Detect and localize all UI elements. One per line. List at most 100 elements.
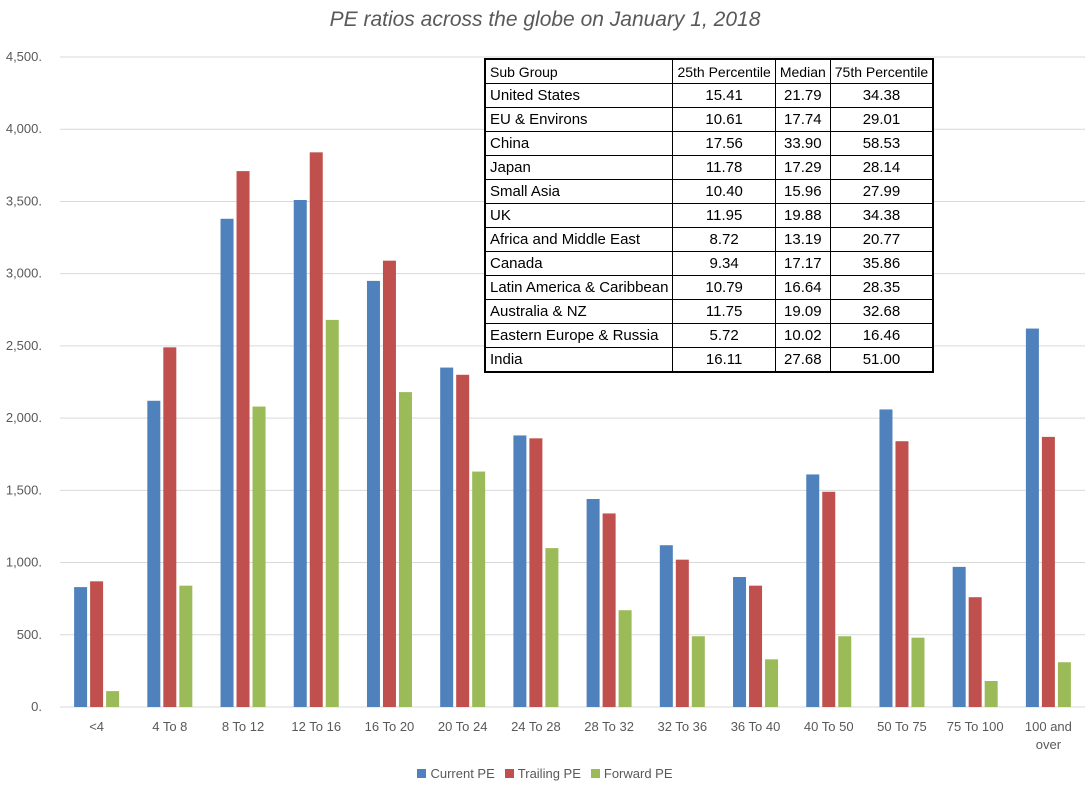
table-cell-value: 34.38 bbox=[829, 83, 934, 108]
bar bbox=[911, 637, 925, 707]
table-cell-value: 16.64 bbox=[774, 275, 831, 300]
table-cell-subgroup: Latin America & Caribbean bbox=[484, 275, 674, 300]
table-cell-value: 28.35 bbox=[829, 275, 934, 300]
table-row: EU & Environs 10.61 17.74 29.01 bbox=[484, 107, 934, 132]
table-row: United States 15.41 21.79 34.38 bbox=[484, 83, 934, 108]
bar bbox=[659, 545, 673, 707]
bar bbox=[733, 577, 747, 707]
bar bbox=[220, 218, 234, 707]
bar bbox=[472, 471, 486, 707]
y-tick-label: 3,000. bbox=[6, 266, 42, 281]
table-row: Eastern Europe & Russia 5.72 10.02 16.46 bbox=[484, 323, 934, 348]
x-tick-label: <4 bbox=[89, 719, 104, 734]
table-cell-value: 10.02 bbox=[774, 323, 831, 348]
bar bbox=[618, 610, 632, 707]
table-header-75th: 75th Percentile bbox=[829, 58, 934, 84]
table-cell-value: 5.72 bbox=[672, 323, 776, 348]
table-cell-subgroup: India bbox=[484, 347, 674, 373]
y-tick-label: 1,500. bbox=[6, 482, 42, 497]
table-cell-value: 10.40 bbox=[672, 179, 776, 204]
legend-label: Forward PE bbox=[603, 766, 673, 781]
table-cell-value: 34.38 bbox=[829, 203, 934, 228]
legend-item: Trailing PE bbox=[504, 766, 581, 781]
table-cell-value: 15.96 bbox=[774, 179, 831, 204]
x-axis-ticks: <4 4 To 8 8 To 12 12 To 16 16 To 20 20 To 24 2… bbox=[89, 719, 1072, 752]
table-cell-value: 19.09 bbox=[774, 299, 831, 324]
table-header-25th: 25th Percentile bbox=[672, 58, 776, 84]
table-cell-value: 33.90 bbox=[774, 131, 831, 156]
x-tick-label: 75 To 100 bbox=[947, 719, 1004, 734]
table-cell-subgroup: Japan bbox=[484, 155, 674, 180]
table-cell-value: 13.19 bbox=[774, 227, 831, 252]
chart-title: PE ratios across the globe on January 1,… bbox=[329, 8, 761, 31]
x-tick-label: 20 To 24 bbox=[438, 719, 488, 734]
bar bbox=[968, 597, 982, 707]
bar bbox=[293, 200, 307, 707]
y-tick-label: 2,500. bbox=[6, 338, 42, 353]
x-tick-label: 12 To 16 bbox=[291, 719, 341, 734]
bar bbox=[382, 260, 396, 707]
legend-item: Current PE bbox=[417, 766, 495, 781]
y-tick-label: 2,000. bbox=[6, 410, 42, 425]
table-cell-value: 27.99 bbox=[829, 179, 934, 204]
bar bbox=[838, 636, 852, 707]
table-row: Canada 9.34 17.17 35.86 bbox=[484, 251, 934, 276]
x-tick-label: 28 To 32 bbox=[584, 719, 634, 734]
table-row: Africa and Middle East 8.72 13.19 20.77 bbox=[484, 227, 934, 252]
y-tick-label: 500. bbox=[17, 627, 42, 642]
bar bbox=[106, 691, 120, 707]
table-header-row: Sub Group 25th Percentile Median 75th Pe… bbox=[484, 58, 934, 84]
bar bbox=[1025, 328, 1039, 707]
table-cell-value: 10.79 bbox=[672, 275, 776, 300]
x-tick-label: 24 To 28 bbox=[511, 719, 561, 734]
table-cell-subgroup: Canada bbox=[484, 251, 674, 276]
bar bbox=[147, 400, 161, 707]
table-cell-value: 10.61 bbox=[672, 107, 776, 132]
y-tick-label: 4,500. bbox=[6, 49, 42, 64]
table-cell-subgroup: Small Asia bbox=[484, 179, 674, 204]
table-cell-subgroup: United States bbox=[484, 83, 674, 108]
table-cell-subgroup: Africa and Middle East bbox=[484, 227, 674, 252]
table-cell-value: 21.79 bbox=[774, 83, 831, 108]
legend-item: Forward PE bbox=[590, 766, 673, 781]
table-cell-value: 11.95 bbox=[672, 203, 776, 228]
table-row: Australia & NZ 11.75 19.09 32.68 bbox=[484, 299, 934, 324]
table-header-subgroup: Sub Group bbox=[484, 58, 674, 84]
x-tick-label: 4 To 8 bbox=[152, 719, 187, 734]
table-cell-value: 20.77 bbox=[829, 227, 934, 252]
table-cell-subgroup: China bbox=[484, 131, 674, 156]
bar bbox=[895, 441, 909, 707]
y-tick-label: 4,000. bbox=[6, 121, 42, 136]
x-tick-label: 8 To 12 bbox=[222, 719, 264, 734]
bar bbox=[691, 636, 705, 707]
x-tick-label: 36 To 40 bbox=[731, 719, 781, 734]
y-tick-label: 0. bbox=[31, 699, 42, 714]
bar bbox=[765, 659, 779, 707]
table-row: India 16.11 27.68 51.00 bbox=[484, 347, 934, 373]
bar bbox=[309, 152, 323, 708]
percentile-table: Sub Group 25th Percentile Median 75th Pe… bbox=[484, 58, 935, 373]
table-row: Small Asia 10.40 15.96 27.99 bbox=[484, 179, 934, 204]
table-row: Japan 11.78 17.29 28.14 bbox=[484, 155, 934, 180]
table-cell-value: 17.56 bbox=[672, 131, 776, 156]
bar bbox=[398, 392, 412, 707]
bar bbox=[74, 587, 88, 707]
bar bbox=[675, 559, 689, 707]
y-axis-ticks: 0. 500. 1,000. 1,500. 2,000. 2,500. 3,000. 3,50… bbox=[6, 49, 42, 714]
bar bbox=[179, 585, 193, 707]
table-cell-subgroup: UK bbox=[484, 203, 674, 228]
legend-label: Trailing PE bbox=[517, 766, 581, 781]
bars bbox=[74, 152, 1071, 708]
table-cell-value: 51.00 bbox=[829, 347, 934, 373]
bar bbox=[1057, 662, 1071, 707]
legend-label: Current PE bbox=[430, 766, 495, 781]
bar bbox=[602, 513, 616, 707]
table-cell-value: 17.74 bbox=[774, 107, 831, 132]
bar bbox=[325, 319, 339, 707]
table-cell-value: 8.72 bbox=[672, 227, 776, 252]
table-cell-value: 17.29 bbox=[774, 155, 831, 180]
table-cell-value: 9.34 bbox=[672, 251, 776, 276]
legend-swatch bbox=[590, 769, 600, 778]
table-cell-value: 16.46 bbox=[829, 323, 934, 348]
